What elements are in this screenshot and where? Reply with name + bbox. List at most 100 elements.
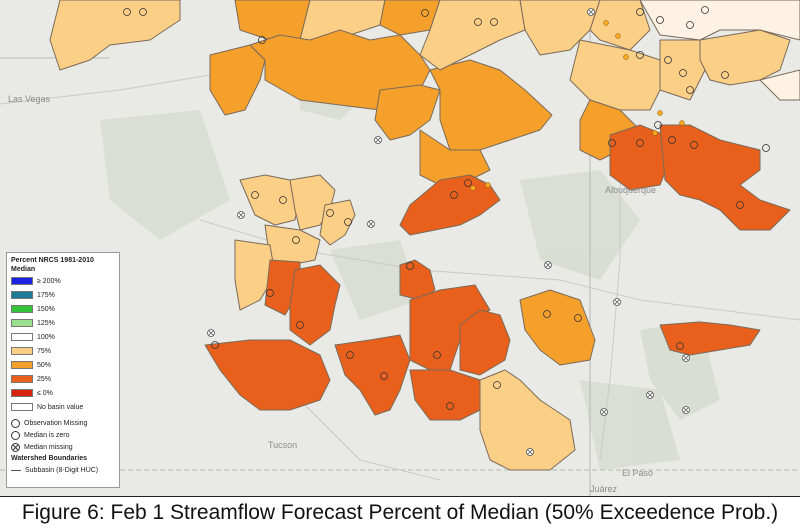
observation-missing-icon: [326, 209, 334, 217]
basin: [334, 334, 411, 416]
legend-symbol-item: Median missing: [7, 441, 119, 453]
median-missing-icon: [613, 298, 621, 306]
basins: [49, 0, 800, 471]
map-canvas[interactable]: Las Vegas Albuquerque Tucson El Paso Juá…: [0, 0, 800, 496]
basin: [639, 0, 800, 41]
observation-missing-icon: [139, 8, 147, 16]
basin: [659, 124, 791, 231]
observation-missing-icon: [433, 351, 441, 359]
legend-symbol-label: Observation Missing: [24, 419, 88, 427]
basin: [759, 69, 800, 101]
legend-title: Percent NRCS 1981-2010 Median: [11, 257, 94, 273]
basin: [234, 239, 276, 311]
color-swatch: [11, 347, 33, 355]
color-swatch: [11, 277, 33, 285]
city-label-el-paso: El Paso: [622, 468, 654, 478]
legend-symbol-item: Observation Missing: [7, 417, 119, 429]
median-missing-icon: [367, 220, 375, 228]
color-swatch: [11, 333, 33, 341]
observation-missing-icon: [251, 191, 259, 199]
observation-missing-icon: [654, 121, 662, 129]
basin: [234, 0, 311, 41]
legend-item: 175%: [7, 288, 119, 302]
city-label-juarez: Juárez: [590, 484, 618, 494]
basin: [374, 84, 441, 141]
city-label-tucson: Tucson: [268, 440, 298, 450]
line-icon: [11, 469, 21, 471]
legend-item: 50%: [7, 358, 119, 372]
median-missing-icon: [587, 8, 595, 16]
terrain-shading: [100, 40, 720, 470]
legend-item-label: 100%: [37, 333, 55, 341]
observation-missing-icon: [636, 8, 644, 16]
city-label-las-vegas: Las Vegas: [8, 94, 51, 104]
observation-missing-icon: [474, 18, 482, 26]
median-missing-icon: [207, 329, 215, 337]
basin: [519, 0, 601, 56]
color-swatch: [11, 403, 33, 411]
median-missing-icon: [682, 406, 690, 414]
observation-missing-icon: [450, 191, 458, 199]
legend-boundaries-title: Watershed Boundaries: [11, 455, 87, 462]
open-circle-icon: [11, 418, 20, 428]
observation-missing-icon: [123, 8, 131, 16]
color-swatch: [11, 389, 33, 397]
basin: [429, 59, 553, 151]
legend-symbols: Observation Missing Median is zero Median …: [7, 417, 119, 453]
legend-item-label: 125%: [37, 319, 55, 327]
observation-missing-icon: [676, 342, 684, 350]
caption-divider: [0, 496, 800, 497]
observation-missing-icon: [292, 236, 300, 244]
legend-item-label: ≤ 0%: [37, 389, 53, 397]
median-missing-icon: [600, 408, 608, 416]
observation-missing-icon: [464, 179, 472, 187]
observation-missing-icon: [762, 144, 770, 152]
median-missing-icon: [544, 261, 552, 269]
basin: [479, 369, 576, 471]
observation-missing-icon: [296, 321, 304, 329]
observation-missing-icon: [656, 16, 664, 24]
basin: [379, 0, 441, 36]
observation-missing-icon: [690, 141, 698, 149]
median-missing-icon: [237, 211, 245, 219]
observation-missing-icon: [668, 136, 676, 144]
basin: [204, 339, 331, 411]
legend-item-label: 75%: [37, 347, 52, 355]
legend-item: 25%: [7, 372, 119, 386]
color-swatch: [11, 319, 33, 327]
legend-symbol-item: Median is zero: [7, 429, 119, 441]
observation-markers: [123, 6, 770, 410]
observation-missing-icon: [211, 341, 219, 349]
basin: [589, 0, 651, 51]
observation-missing-icon: [736, 201, 744, 209]
basin: [419, 129, 491, 186]
basin: [519, 289, 596, 366]
basin: [399, 259, 436, 301]
observation-missing-icon: [574, 314, 582, 322]
legend-symbol-label: Median is zero: [24, 431, 70, 439]
legend-item-label: 175%: [37, 291, 55, 299]
median-missing-icon: [374, 136, 382, 144]
basin: [209, 44, 266, 116]
legend-symbol-label: Median missing: [24, 443, 73, 451]
basin: [289, 264, 341, 346]
observation-missing-icon: [679, 69, 687, 77]
legend-item: No basin value: [7, 400, 119, 414]
observation-missing-icon: [380, 372, 388, 380]
observation-missing-icon: [664, 56, 672, 64]
median-missing-icon: [526, 448, 534, 456]
observation-missing-icon: [344, 218, 352, 226]
legend-item: 75%: [7, 344, 119, 358]
legend-item-label: No basin value: [37, 403, 84, 411]
basin: [409, 369, 481, 421]
legend-item: 125%: [7, 316, 119, 330]
basin: [319, 199, 356, 246]
observation-missing-icon: [279, 196, 287, 204]
basin: [264, 224, 321, 266]
observation-missing-icon: [490, 18, 498, 26]
gauge-points: [470, 20, 685, 191]
color-swatch: [11, 305, 33, 313]
legend-item: 100%: [7, 330, 119, 344]
observation-missing-icon: [686, 86, 694, 94]
median-missing-icon: [646, 391, 654, 399]
